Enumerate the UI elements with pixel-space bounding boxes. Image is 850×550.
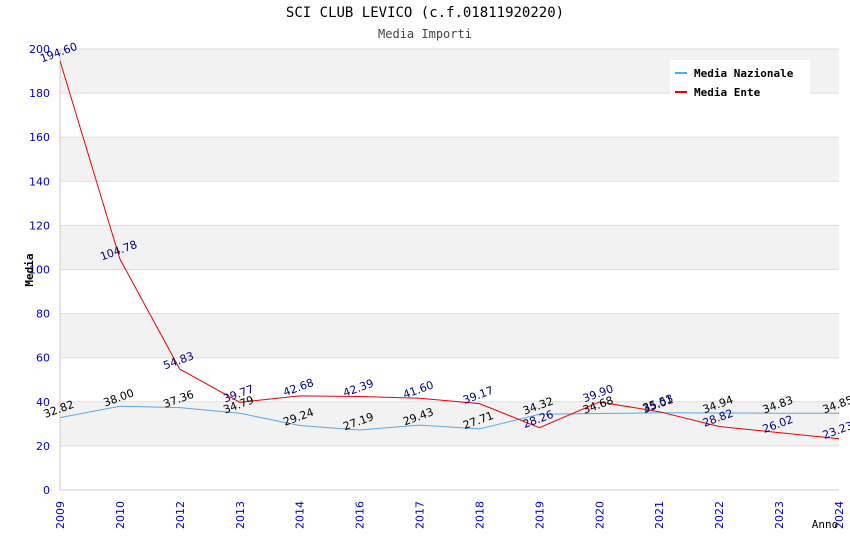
y-tick-label: 180 [29,87,50,100]
y-tick-label: 60 [36,352,50,365]
x-tick-label: 2017 [414,501,427,529]
y-tick-label: 20 [36,440,50,453]
y-axis-label: Media [23,253,36,286]
y-tick-label: 100 [29,264,50,277]
gridlines [59,48,839,491]
chart-subtitle: Media Importi [378,27,472,41]
x-tick-label: 2013 [234,501,247,529]
y-tick-label: 0 [43,484,50,497]
y-tick-label: 80 [36,308,50,321]
x-tick-label: 2018 [473,501,486,529]
x-tick-label: 2016 [354,501,367,529]
legend: Media Nazionale Media Ente [670,60,810,99]
x-tick-label: 2024 [833,501,846,529]
y-tick-label: 40 [36,396,50,409]
series-line-1 [59,60,840,440]
y-tick-label: 160 [29,131,50,144]
y-tick-label: 200 [29,43,50,56]
x-tick-label: 2019 [533,501,546,529]
x-axis-label: Anno [812,518,839,531]
y-tick-label: 140 [29,175,50,188]
x-tick-label: 2023 [773,501,786,529]
legend-label: Media Nazionale [694,67,794,80]
grid-bands [60,49,839,446]
legend-box [670,60,810,98]
legend-label: Media Ente [694,86,761,99]
y-axis-ticks: 0 20 40 60 80 100 120 140 160 180 200 [29,43,50,497]
grid-band [60,137,839,182]
grid-band [60,313,839,358]
x-tick-label: 2009 [54,501,67,529]
grid-band [60,225,839,270]
series-lines [59,60,840,440]
y-tick-label: 120 [29,219,50,232]
x-tick-label: 2010 [114,501,127,529]
series-line-0 [59,405,839,431]
x-tick-label: 2022 [713,501,726,529]
x-axis-ticks: 2009 2010 2012 2013 2014 2016 2017 2018 2019 2020… [54,501,846,529]
x-tick-label: 2012 [174,501,187,529]
x-tick-label: 2021 [653,501,666,529]
x-tick-label: 2020 [593,501,606,529]
x-tick-label: 2014 [294,501,307,529]
chart-title: SCI CLUB LEVICO (c.f.01811920220) [285,5,565,21]
